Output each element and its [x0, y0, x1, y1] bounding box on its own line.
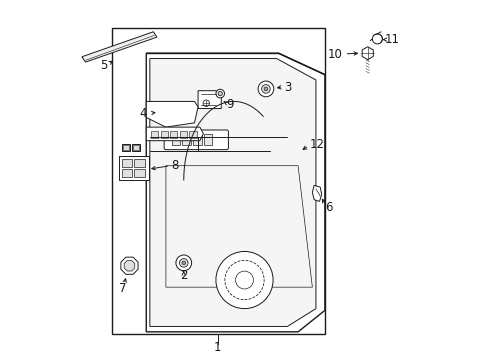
Polygon shape: [146, 53, 324, 332]
Text: 12: 12: [309, 139, 324, 152]
Circle shape: [264, 87, 267, 91]
Bar: [122, 169, 132, 177]
Polygon shape: [362, 47, 372, 60]
Bar: [193, 134, 201, 145]
FancyBboxPatch shape: [164, 130, 228, 150]
Bar: [134, 159, 145, 167]
Circle shape: [179, 258, 188, 267]
Text: 9: 9: [225, 99, 233, 112]
Bar: [203, 134, 212, 145]
Bar: [170, 131, 177, 138]
Bar: [123, 145, 129, 150]
Circle shape: [216, 251, 272, 309]
Polygon shape: [146, 127, 203, 141]
Text: 10: 10: [327, 48, 342, 61]
Circle shape: [216, 89, 224, 98]
Bar: [171, 134, 180, 145]
Text: 11: 11: [384, 33, 399, 46]
Circle shape: [203, 100, 209, 107]
Text: 7: 7: [119, 283, 126, 296]
Text: 3: 3: [283, 81, 290, 94]
Bar: [119, 156, 149, 180]
Circle shape: [182, 261, 185, 265]
Text: 5: 5: [100, 59, 107, 72]
Circle shape: [372, 34, 382, 44]
Text: 6: 6: [324, 201, 332, 214]
Circle shape: [261, 85, 270, 93]
Bar: [189, 131, 196, 138]
Polygon shape: [198, 91, 221, 109]
Circle shape: [176, 255, 191, 271]
Text: 8: 8: [171, 159, 178, 172]
Polygon shape: [312, 185, 321, 202]
Bar: [160, 131, 167, 138]
Polygon shape: [124, 260, 135, 271]
Text: 2: 2: [180, 269, 187, 282]
Bar: [133, 145, 139, 150]
Bar: [112, 28, 324, 334]
Bar: [182, 134, 190, 145]
Circle shape: [258, 81, 273, 97]
Polygon shape: [149, 59, 315, 327]
Text: 1: 1: [214, 341, 221, 354]
Polygon shape: [82, 32, 157, 62]
Bar: [122, 159, 132, 167]
Polygon shape: [121, 257, 138, 274]
Polygon shape: [146, 102, 198, 127]
Bar: [122, 144, 130, 152]
Bar: [151, 131, 158, 138]
Circle shape: [218, 91, 222, 96]
Bar: [134, 169, 145, 177]
Bar: [180, 131, 186, 138]
Text: 4: 4: [140, 107, 147, 120]
Bar: [132, 144, 140, 152]
